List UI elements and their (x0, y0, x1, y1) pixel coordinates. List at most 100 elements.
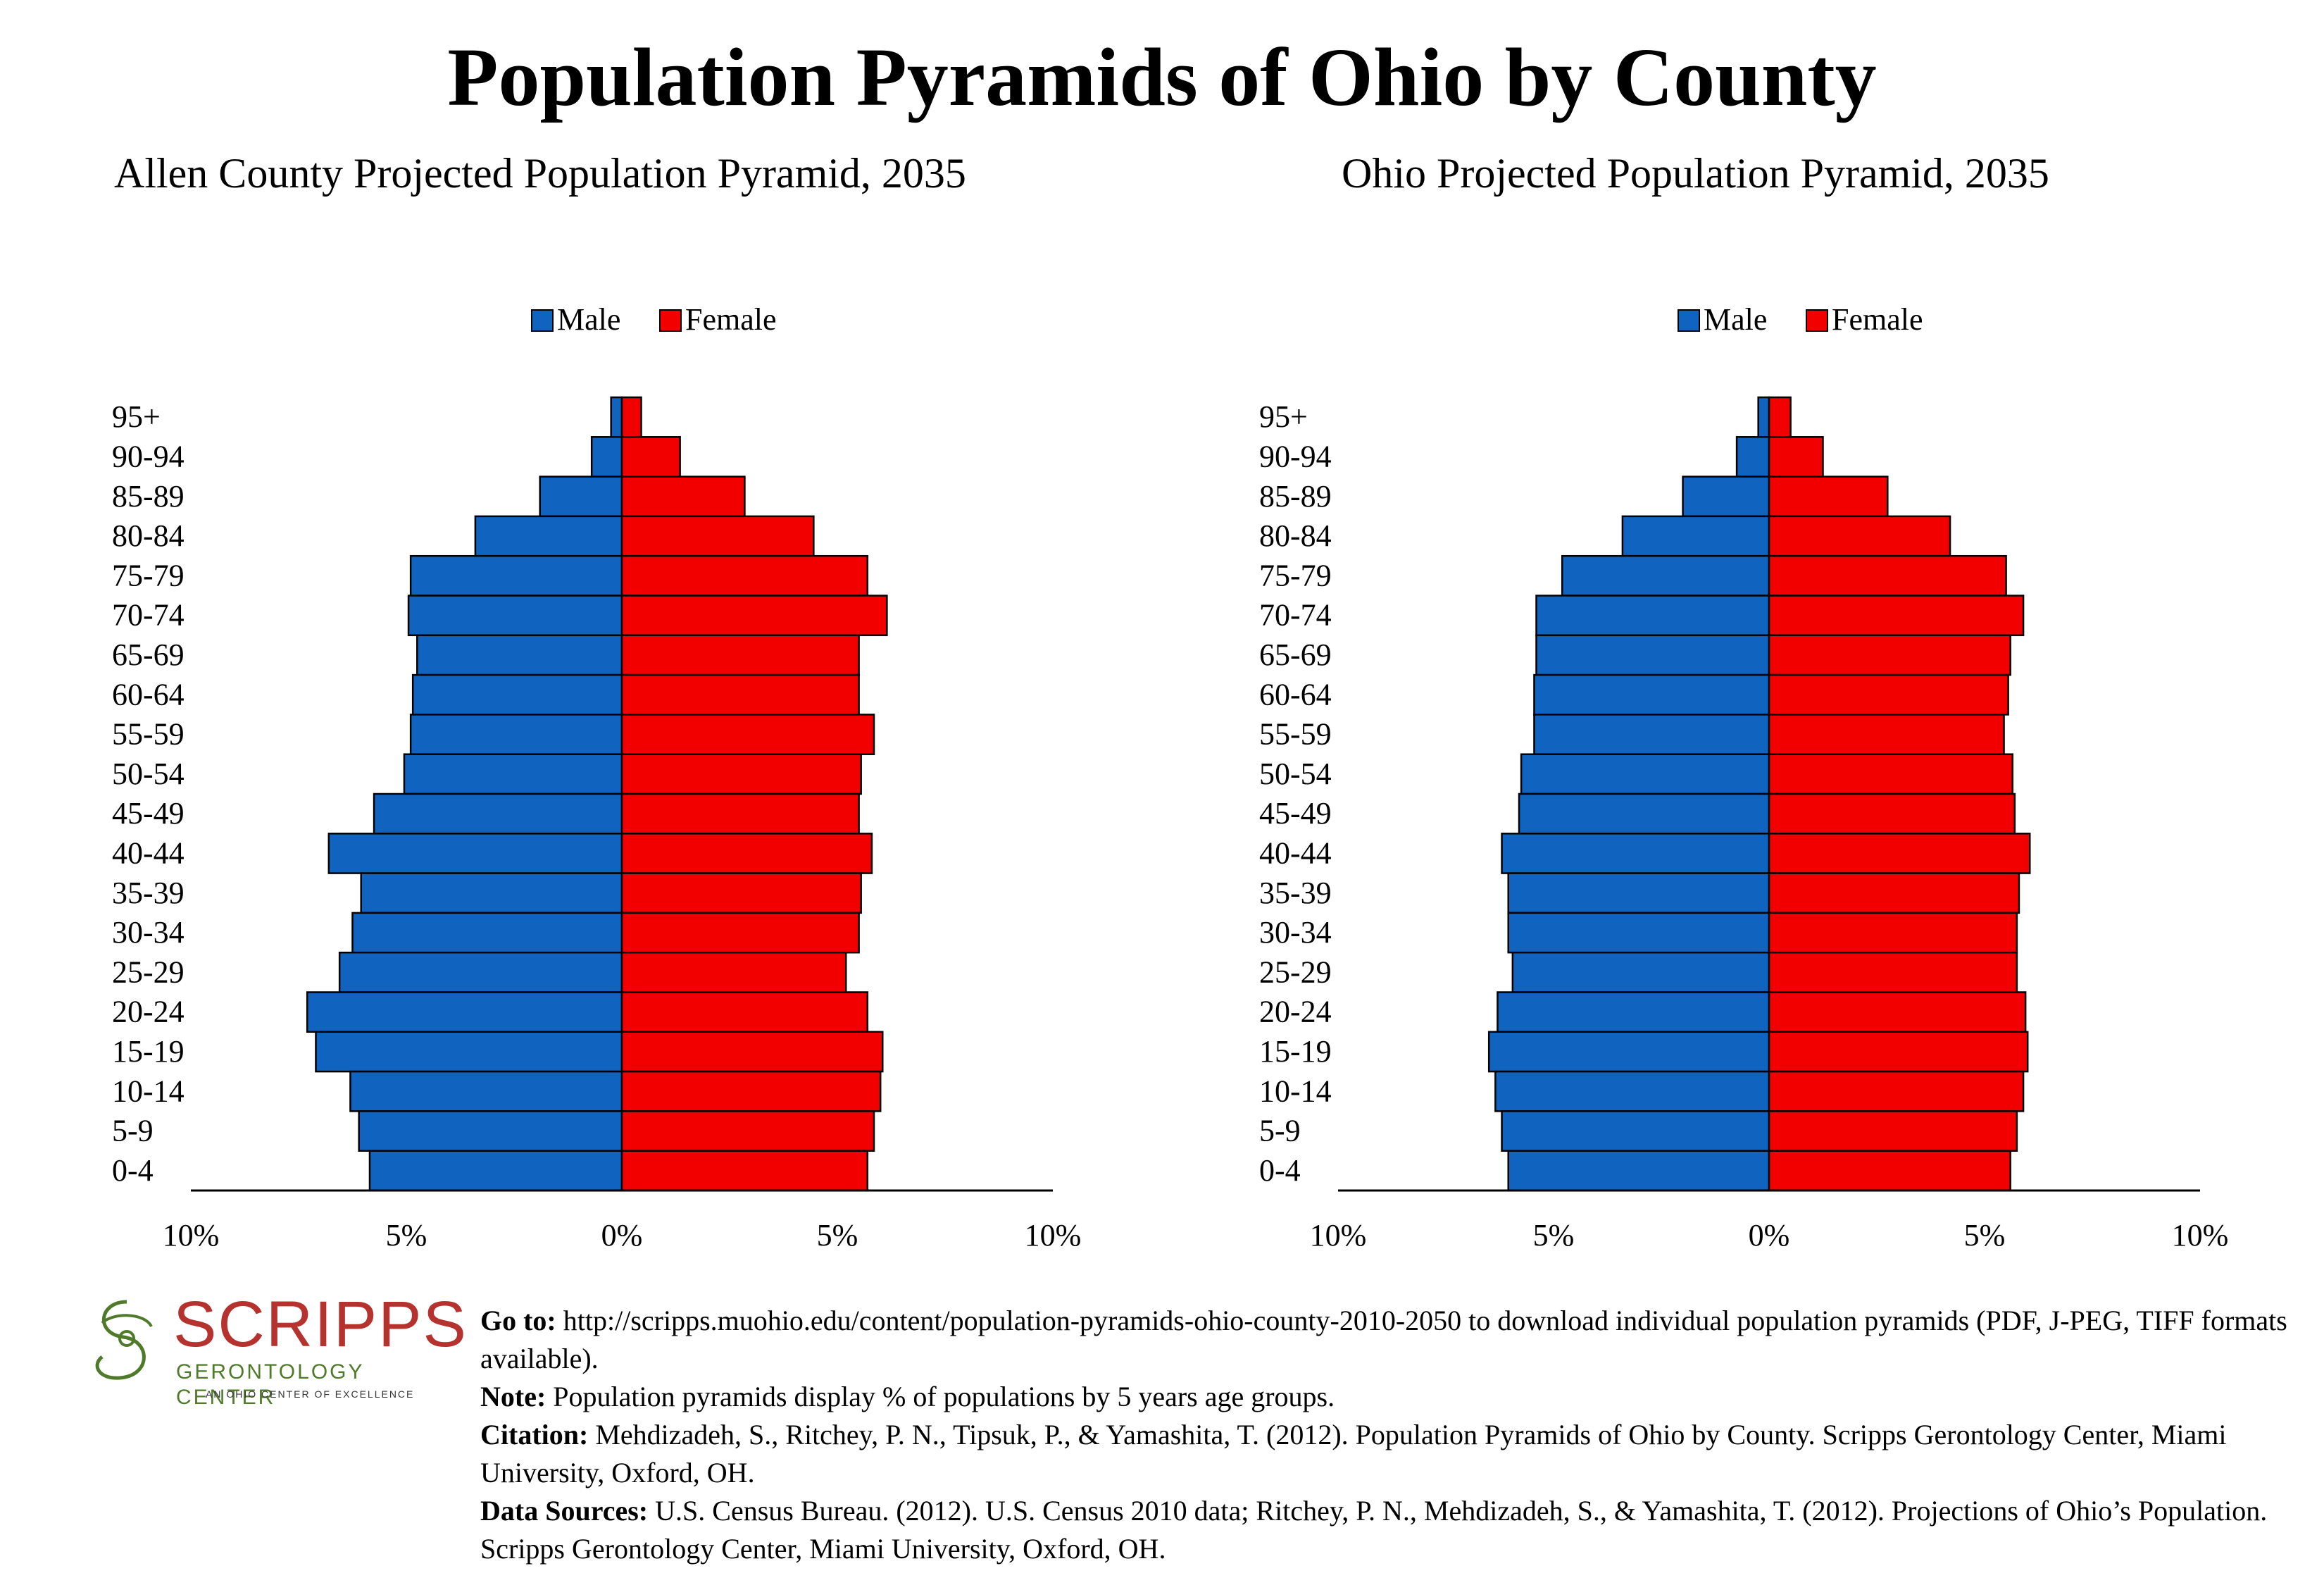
male-bar (610, 396, 623, 438)
female-bar (1768, 1070, 2025, 1112)
female-bar (1768, 673, 2009, 716)
footer-citation-label: Citation: (480, 1419, 589, 1450)
chart-title: Allen County Projected Population Pyrami… (114, 150, 966, 197)
male-bar (358, 1110, 623, 1152)
footer-citation: Citation: Mehdizadeh, S., Ritchey, P. N.… (480, 1416, 2311, 1492)
legend-female-swatch (659, 309, 682, 332)
age-group-label: 75-79 (112, 558, 185, 592)
male-bar (1682, 476, 1770, 518)
legend-male-label: Male (1704, 302, 1767, 337)
male-bar (1507, 1150, 1770, 1192)
age-group-label: 25-29 (112, 955, 185, 989)
page-title: Population Pyramids of Ohio by County (447, 31, 1877, 123)
female-bar (620, 554, 869, 597)
male-bar (1494, 1070, 1770, 1112)
female-bar (1768, 554, 2007, 597)
male-bar (1533, 673, 1770, 716)
footer-sources: Data Sources: U.S. Census Bureau. (2012)… (480, 1492, 2311, 1568)
age-group-label: 30-34 (1259, 915, 1332, 950)
chart-title: Ohio Projected Population Pyramid, 2035 (1342, 150, 2049, 197)
logo-tagline: AN OHIO CENTER OF EXCELLENCE (206, 1388, 415, 1400)
female-bar (620, 595, 888, 637)
logo-wordmark: SCRIPPS (173, 1288, 468, 1360)
female-bar (620, 1070, 882, 1112)
female-bar (1768, 833, 2031, 874)
female-bar (1768, 714, 2005, 755)
x-tick-label: 10% (2172, 1218, 2229, 1253)
female-bar (620, 792, 860, 835)
male-bar (1535, 595, 1770, 637)
age-group-label: 90-94 (1259, 439, 1332, 473)
male-bar (409, 554, 623, 597)
age-group-label: 65-69 (1259, 638, 1332, 672)
female-bar (1768, 634, 2011, 676)
male-bar (1621, 515, 1770, 557)
female-bar (1768, 991, 2027, 1033)
footer-goto: Go to: http://scripps.muohio.edu/content… (480, 1302, 2311, 1378)
male-bar (338, 951, 623, 993)
female-bar (620, 991, 869, 1033)
age-group-label: 50-54 (1259, 757, 1332, 791)
female-bar (1768, 792, 2016, 835)
male-bar (360, 872, 623, 914)
male-bar (1535, 634, 1770, 676)
age-group-label: 70-74 (1259, 598, 1332, 633)
female-bar (620, 1031, 884, 1073)
female-bar (1768, 1110, 2018, 1152)
male-bar (1511, 951, 1770, 993)
male-bar (1757, 396, 1770, 438)
age-group-label: 60-64 (112, 677, 185, 711)
female-bar (620, 753, 862, 795)
male-bar (407, 595, 623, 637)
female-bar (1768, 515, 1951, 557)
age-group-label: 55-59 (112, 717, 185, 752)
male-bar (590, 436, 623, 478)
age-group-label: 15-19 (112, 1034, 185, 1069)
female-bar (1768, 753, 2014, 795)
male-bar (409, 714, 623, 755)
footer-note-text: Population pyramids display % of populat… (553, 1381, 1335, 1412)
footer-note-label: Note: (480, 1381, 546, 1412)
male-bar (1507, 912, 1770, 954)
x-tick-label: 5% (817, 1218, 858, 1253)
male-bar (1487, 1031, 1770, 1073)
age-group-label: 90-94 (112, 439, 185, 473)
age-group-label: 35-39 (1259, 876, 1332, 910)
age-group-label: 45-49 (112, 796, 185, 831)
logo-subtitle: GERONTOLOGY CENTER (176, 1360, 364, 1409)
male-bar (539, 476, 623, 518)
male-bar (1533, 714, 1770, 755)
legend-female-label: Female (1832, 302, 1923, 337)
male-bar (1501, 833, 1770, 874)
male-bar (416, 634, 623, 676)
age-group-label: 40-44 (1259, 835, 1332, 870)
female-bar (1768, 872, 2020, 914)
footer-note: Note: Population pyramids display % of p… (480, 1378, 2311, 1416)
age-group-label: 60-64 (1259, 677, 1332, 711)
female-bar (1768, 436, 1824, 478)
male-bar (1520, 753, 1770, 795)
age-group-label: 40-44 (112, 835, 185, 870)
age-group-label: 25-29 (1259, 955, 1332, 989)
age-group-label: 75-79 (1259, 558, 1332, 592)
age-group-label: 30-34 (112, 915, 185, 950)
age-group-label: 10-14 (112, 1074, 185, 1108)
male-bar (327, 833, 623, 874)
male-bar (403, 753, 623, 795)
male-bar (315, 1031, 623, 1073)
female-bar (620, 673, 860, 716)
age-group-label: 50-54 (112, 757, 185, 791)
female-bar (620, 912, 860, 954)
age-group-label: 95+ (1259, 399, 1308, 434)
female-bar (620, 833, 873, 874)
x-tick-label: 10% (1310, 1218, 1367, 1253)
x-tick-label: 0% (601, 1218, 643, 1253)
female-bar (620, 1110, 875, 1152)
age-group-label: 80-84 (112, 518, 185, 553)
female-bar (1768, 476, 1889, 518)
x-tick-label: 5% (1533, 1218, 1575, 1253)
female-bar (1768, 912, 2018, 954)
age-group-label: 70-74 (112, 598, 185, 633)
footer-goto-text: http://scripps.muohio.edu/content/popula… (480, 1305, 2287, 1374)
female-bar (620, 396, 642, 438)
